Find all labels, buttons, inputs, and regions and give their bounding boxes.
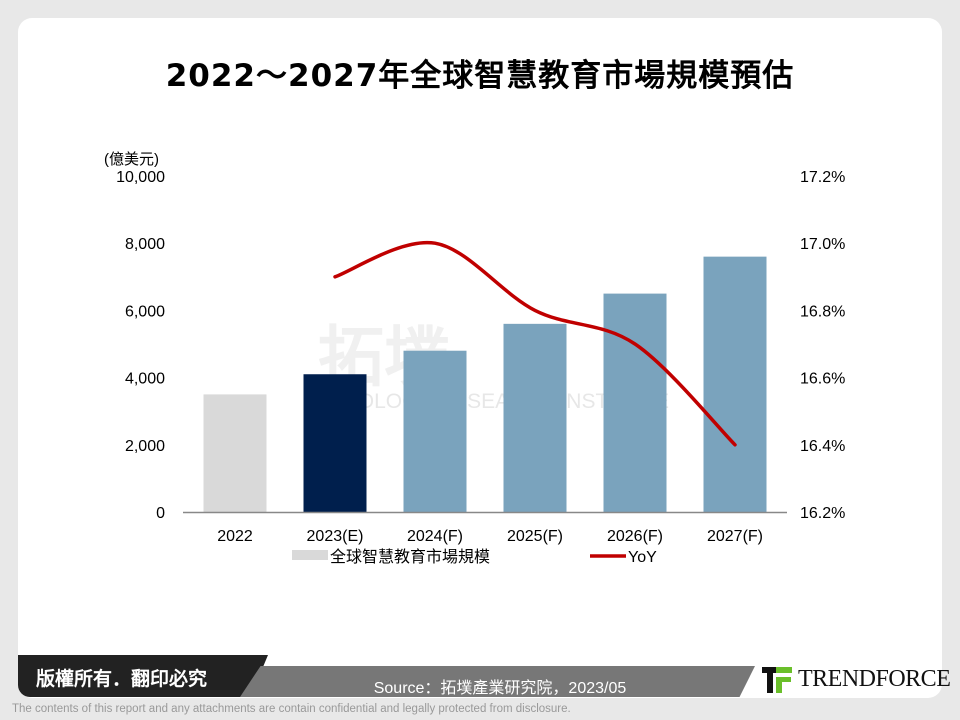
bar-2022 [203,394,267,512]
trendforce-logo: TRENDFORCE [762,666,951,693]
y2-tick-label: 16.4% [800,438,845,455]
bar-2023(E) [303,374,367,512]
slide-card [18,18,942,698]
y-tick-label: 0 [156,505,165,522]
chart-title: 2022～2027年全球智慧教育市場規模預估 [165,58,795,94]
x-tick-label: 2026(F) [607,528,663,545]
disclaimer: The contents of this report and any atta… [12,703,571,715]
x-tick-label: 2022 [217,528,253,545]
footer-copyright-band [18,655,268,697]
y-tick-label: 6,000 [125,303,165,320]
trendforce-logo-icon [762,666,792,693]
y-tick-label: 2,000 [125,438,165,455]
y-unit-label: (億美元) [104,151,159,168]
legend-swatch-bar [292,550,328,560]
x-tick-label: 2027(F) [707,528,763,545]
source-text: Source：拓墣產業研究院，2023/05 [373,680,627,697]
legend-label-line: YoY [628,549,657,566]
x-tick-label: 2023(E) [307,528,364,545]
y-tick-label: 10,000 [116,169,165,186]
legend-label-bar: 全球智慧教育市場規模 [330,548,490,566]
y-tick-label: 8,000 [125,236,165,253]
y2-tick-label: 16.8% [800,303,845,320]
y2-tick-label: 17.0% [800,236,845,253]
bar-2027(F) [703,256,767,512]
footer-source-band [240,666,755,697]
bar-2026(F) [603,293,667,512]
bar-2025(F) [503,323,567,512]
copyright-text: 版權所有．翻印必究 [36,668,208,690]
y-tick-label: 4,000 [125,371,165,388]
bar-2024(F) [403,350,467,512]
watermark-en: TOPOLOGY RESEARCH INSTITUTE [315,390,669,413]
y2-tick-label: 17.2% [800,169,845,186]
y2-tick-label: 16.2% [800,505,845,522]
x-tick-label: 2025(F) [507,528,563,545]
trendforce-logo-text: TRENDFORCE [798,666,951,692]
x-tick-label: 2024(F) [407,528,463,545]
y2-tick-label: 16.6% [800,371,845,388]
